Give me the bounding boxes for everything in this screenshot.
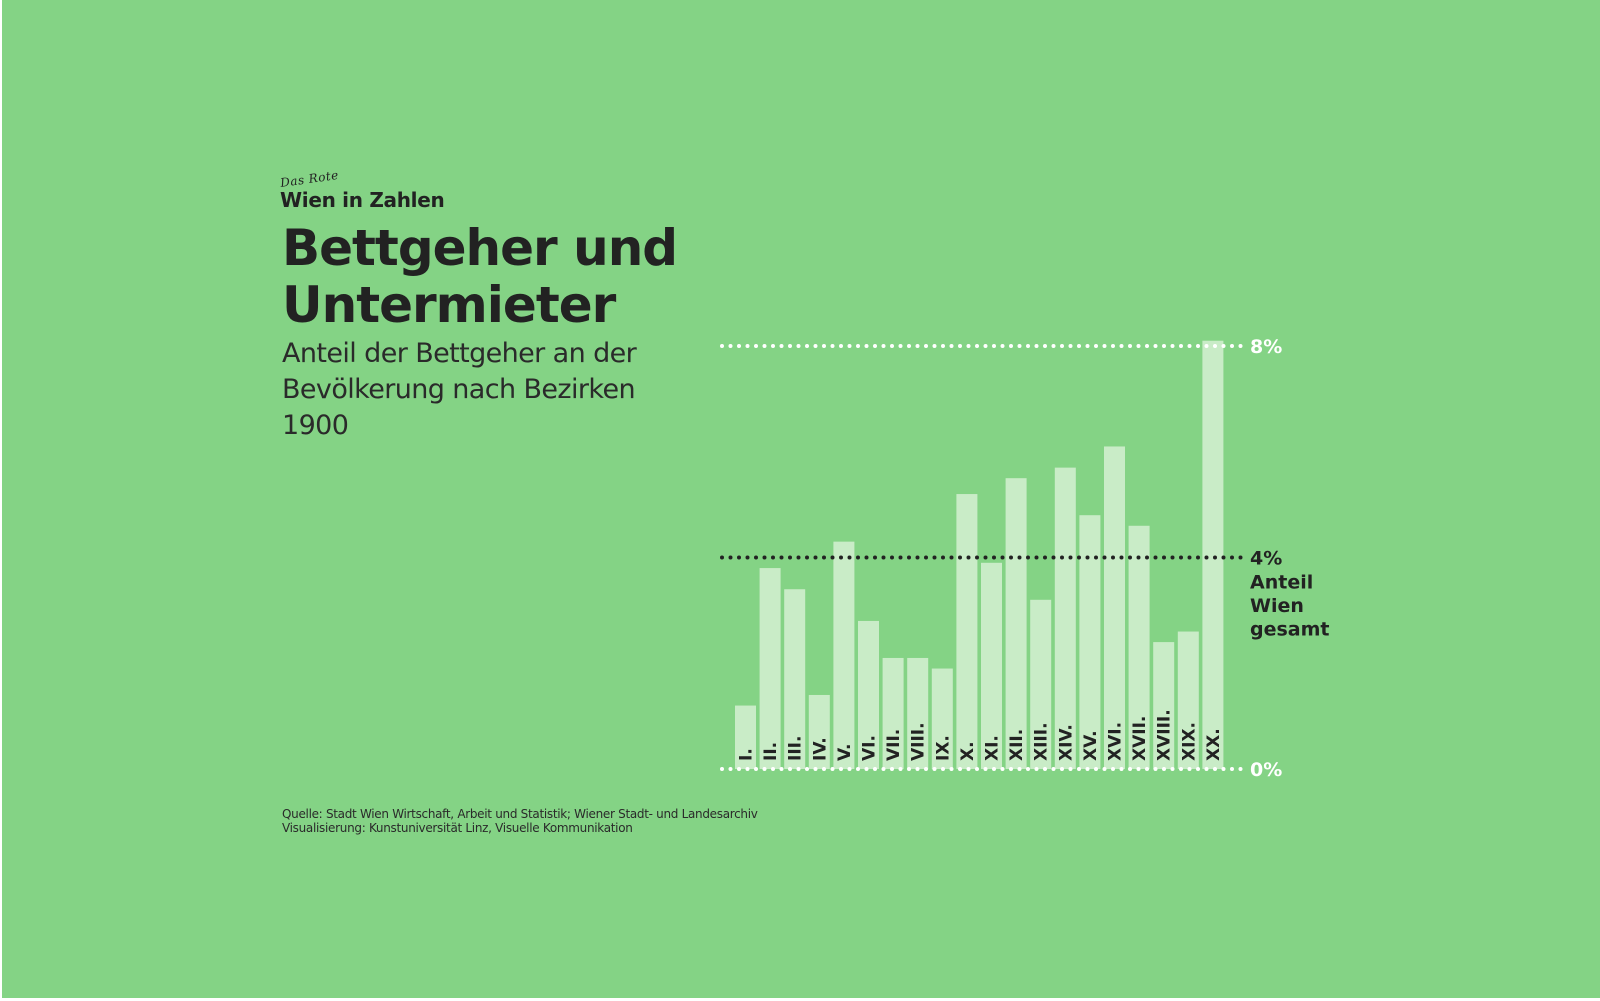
bar-xvii <box>1128 525 1150 769</box>
bar-vi <box>858 620 879 769</box>
bar-labels-group: I. II. III. IV. V. VI. VII. VIII. IX. X. XI. XII. XI… <box>737 709 1224 761</box>
reference-lines-group <box>720 344 1244 771</box>
bar-label: XX. <box>1204 728 1224 761</box>
bar-xi <box>981 562 1002 769</box>
bar-xii <box>1005 478 1027 769</box>
bar-v <box>833 541 855 769</box>
bar-iv <box>808 694 830 769</box>
bar-vii <box>882 657 904 769</box>
bar-label: XI. <box>983 735 1003 761</box>
chart-title: Bettgeher und Untermieter <box>282 219 678 334</box>
bar-ii <box>759 568 781 769</box>
chart-subtitle: Anteil der Bettgeher an der Bevölkerung … <box>282 336 637 444</box>
source-note: Quelle: Stadt Wien Wirtschaft, Arbeit un… <box>282 807 758 821</box>
visualization-credit: Visualisierung: Kunstuniversität Linz, V… <box>282 821 633 835</box>
bar-label: XV. <box>1081 730 1101 761</box>
brand-logo: Wien in Zahlen <box>280 188 445 212</box>
chart-footer: Quelle: Stadt Wien Wirtschaft, Arbeit un… <box>282 807 758 835</box>
bar-label: IX. <box>933 735 953 761</box>
bar-xix <box>1177 631 1199 769</box>
bar-label: XII. <box>1007 729 1027 761</box>
bar-xviii <box>1153 642 1175 769</box>
average-note-line: gesamt <box>1250 619 1330 641</box>
average-note-line: Anteil <box>1250 572 1313 594</box>
bar-label: VI. <box>860 735 880 761</box>
bar-label: XVIII. <box>1155 709 1175 761</box>
bar-xvi <box>1104 446 1125 769</box>
bar-label: XIX. <box>1179 722 1199 761</box>
bar-xx <box>1202 340 1224 769</box>
bar-x <box>956 494 978 769</box>
chart-title-line-2: Untermieter <box>282 276 616 334</box>
bar-iii <box>784 589 806 769</box>
bar-xiv <box>1054 467 1076 769</box>
bar-label: XIII. <box>1032 722 1052 761</box>
bar-label: XVI. <box>1106 722 1126 761</box>
axis-label-8pct: 8% <box>1250 336 1282 358</box>
bar-xiii <box>1030 599 1052 769</box>
bar-label: V. <box>835 744 855 761</box>
bar-label: XIV. <box>1056 724 1076 761</box>
bar-label: VII. <box>884 729 904 761</box>
bar-label: VIII. <box>909 722 929 761</box>
bar-viii <box>907 657 929 769</box>
bar-label: X. <box>958 741 978 761</box>
chart-title-line-1: Bettgeher und <box>282 219 678 277</box>
bar-xv <box>1079 515 1101 769</box>
bar-ix <box>931 668 953 769</box>
bar-label: XVII. <box>1130 716 1150 761</box>
bar-label: IV. <box>810 737 830 761</box>
bar-i <box>735 705 756 769</box>
axis-label-0pct: 0% <box>1250 759 1282 781</box>
bar-label: II. <box>761 742 781 761</box>
axis-label-4pct: 4% <box>1250 548 1282 570</box>
bar-label: III. <box>786 736 806 761</box>
chart-subtitle-line-1: Anteil der Bettgeher an der <box>282 338 637 369</box>
bar-label: I. <box>737 748 757 761</box>
chart-subtitle-year: 1900 <box>282 410 349 441</box>
chart-subtitle-line-2: Bevölkerung nach Bezirken <box>282 374 636 405</box>
average-note-line: Wien <box>1250 595 1304 617</box>
bars-group <box>735 340 1224 769</box>
